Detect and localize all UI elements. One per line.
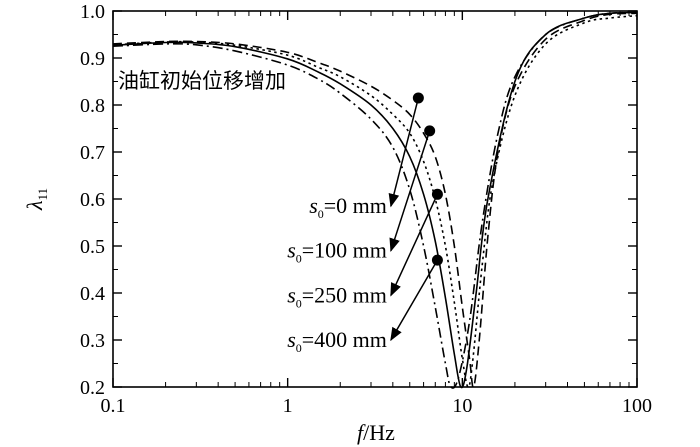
- x-axis-title: f/Hz: [357, 420, 395, 445]
- series-label-var: s: [287, 327, 296, 352]
- series-line: [112, 12, 638, 389]
- y-tick-label: 1.0: [80, 1, 105, 23]
- series-label: s0=400 mm: [287, 327, 387, 355]
- series-label-rest: =0 mm: [324, 193, 387, 218]
- x-tick-label: 10: [452, 395, 472, 417]
- x-tick-label: 0.1: [101, 395, 126, 417]
- y-axis-title: λ11: [22, 188, 50, 211]
- series-label-var: s: [287, 282, 296, 307]
- x-tick-label: 1: [283, 395, 293, 417]
- y-tick-label: 0.7: [80, 142, 105, 164]
- series-label-sub: 0: [296, 341, 302, 355]
- annotation-arrow: [388, 97, 420, 208]
- annotation-arrow: [390, 259, 439, 342]
- x-tick-label: 100: [622, 395, 652, 417]
- series-label-sub: 0: [318, 207, 324, 221]
- annotation-arrow: [389, 130, 431, 252]
- y-tick-label: 0.5: [80, 236, 105, 258]
- y-axis-title-symbol: λ: [22, 201, 47, 212]
- series-marker: [424, 125, 436, 137]
- y-tick-label: 0.6: [80, 189, 105, 211]
- x-axis-title-var: f: [357, 420, 366, 445]
- y-tick-label: 0.9: [80, 48, 105, 70]
- annotation-note: 油缸初始位移增加: [118, 69, 286, 93]
- annotation-arrow: [390, 193, 439, 297]
- y-tick-label: 0.2: [80, 377, 105, 399]
- axis-ticks: 0.1 1 10 100 0.2 0.3 0.4 0.5 0.6 0.7 0.8 0.9 1.0: [80, 1, 652, 417]
- series-line: [112, 11, 638, 389]
- series-label: s0=250 mm: [287, 282, 387, 310]
- series-marker: [431, 188, 443, 200]
- series-line: [112, 14, 638, 388]
- series-marker: [412, 92, 424, 104]
- series-label: s0=0 mm: [309, 193, 387, 221]
- series-label-sub: 0: [296, 252, 302, 266]
- y-axis-title-subscript: 11: [35, 188, 50, 201]
- series-marker: [431, 254, 443, 266]
- series-label-sub: 0: [296, 296, 302, 310]
- series-label-var: s: [287, 238, 296, 263]
- series-label-rest: =100 mm: [302, 238, 387, 263]
- series-label: s0=100 mm: [287, 238, 387, 266]
- x-axis-title-unit: /Hz: [363, 420, 395, 445]
- y-tick-label: 0.4: [80, 283, 105, 305]
- series-label-var: s: [309, 193, 318, 218]
- y-tick-label: 0.3: [80, 330, 105, 352]
- y-tick-label: 0.8: [80, 95, 105, 117]
- series-label-rest: =400 mm: [302, 327, 387, 352]
- series-label-rest: =250 mm: [302, 282, 387, 307]
